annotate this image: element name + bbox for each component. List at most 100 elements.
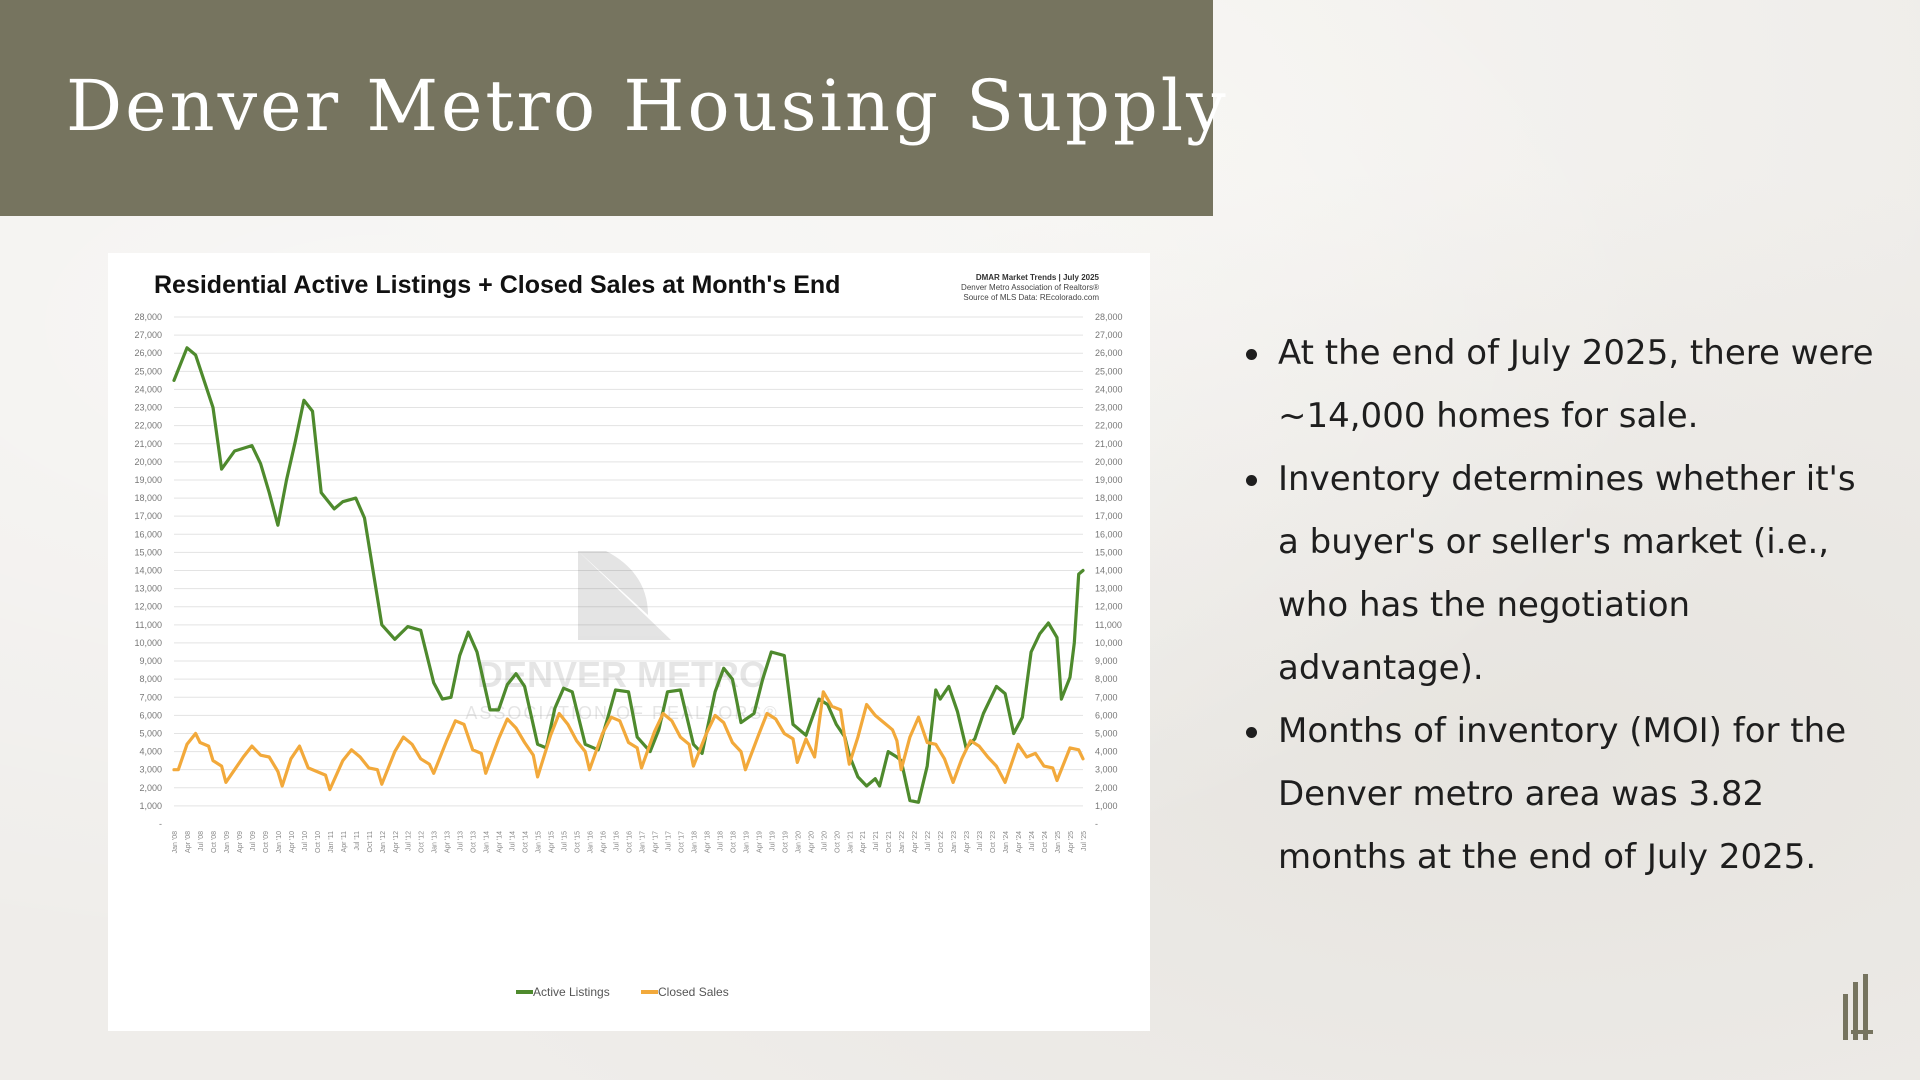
bullet-text: Inventory determines whether it's a buye… (1278, 459, 1856, 688)
x-tick-label: Jan '21 (847, 831, 854, 853)
x-tick-label: Apr '24 (1016, 831, 1023, 853)
x-tick-label: Jul '08 (198, 831, 205, 851)
x-tick-label: Oct '20 (834, 831, 841, 853)
x-tick-label: Apr '14 (497, 831, 504, 853)
y-tick-label-right: 22,000 (1095, 421, 1123, 431)
series-line-active-listings (172, 346, 1085, 804)
y-tick-label: 28,000 (134, 312, 162, 322)
y-tick-label: 22,000 (134, 421, 162, 431)
x-tick-label: Oct '15 (575, 831, 582, 853)
y-tick-label: 17,000 (134, 511, 162, 521)
watermark-line-2: ASSOCIATION OF REALTORS® (465, 703, 778, 723)
y-tick-label: 24,000 (134, 384, 162, 394)
y-tick-label-right: 4,000 (1095, 747, 1118, 757)
x-tick-label: Apr '22 (912, 831, 919, 853)
x-tick-label: Jan '13 (432, 831, 439, 853)
y-tick-label: 25,000 (134, 366, 162, 376)
x-tick-label: Jan '23 (951, 831, 958, 853)
y-tick-label-right: 16,000 (1095, 529, 1123, 539)
grid-lines (174, 316, 1083, 807)
x-tick-label: Jul '13 (458, 831, 465, 851)
x-tick-label: Oct '21 (886, 831, 893, 853)
x-tick-label: Jul '17 (666, 831, 673, 851)
x-tick-label: Jul '09 (250, 831, 257, 851)
bullet-text: Months of inventory (MOI) for the Denver… (1278, 711, 1847, 877)
x-tick-label: Jul '19 (769, 831, 776, 851)
x-tick-label: Oct '24 (1042, 831, 1049, 853)
y-tick-label-right: 11,000 (1095, 620, 1122, 630)
bullet-dot-icon (1246, 727, 1257, 738)
x-tick-label: Jul '11 (354, 831, 361, 851)
y-tick-label: 1,000 (139, 801, 162, 811)
watermark-line-1: DENVER METRO (477, 654, 767, 695)
y-tick-label-right: 25,000 (1095, 366, 1123, 376)
source-line-3: Source of MLS Data: REcolorado.com (963, 293, 1099, 302)
y-tick-label: 7,000 (139, 692, 162, 702)
x-tick-label: Oct '17 (678, 831, 685, 853)
x-tick-label: Jul '20 (821, 831, 828, 851)
x-tick-label: Oct '16 (627, 831, 634, 853)
y-tick-label-right: 18,000 (1095, 493, 1123, 503)
y-tick-label-right: 28,000 (1095, 312, 1123, 322)
x-tick-label: Jan '08 (172, 831, 179, 853)
bullet-list: At the end of July 2025, there were ~14,… (1244, 322, 1884, 889)
bullet-dot-icon (1246, 475, 1257, 486)
y-tick-label-right: 20,000 (1095, 457, 1123, 467)
source-line-2: Denver Metro Association of Realtors® (961, 283, 1099, 292)
x-tick-label: Apr '25 (1068, 831, 1075, 853)
y-tick-label-right: 1,000 (1095, 801, 1118, 811)
title-band: Denver Metro Housing Supply (0, 0, 1226, 216)
y-tick-label-right: 5,000 (1095, 728, 1118, 738)
x-tick-label: Oct '09 (263, 831, 270, 853)
y-tick-label-right: 8,000 (1095, 674, 1118, 684)
x-tick-label: Apr '16 (601, 831, 608, 853)
y-tick-label-right: 6,000 (1095, 710, 1118, 720)
y-tick-label: 16,000 (134, 529, 162, 539)
x-tick-label: Apr '21 (860, 831, 867, 853)
y-tick-label-right: 13,000 (1095, 584, 1123, 594)
y-tick-label: 21,000 (134, 439, 162, 449)
x-tick-label: Jan '10 (276, 831, 283, 853)
y-tick-label: 9,000 (139, 656, 162, 666)
x-tick-label: Oct '14 (523, 831, 530, 853)
source-line-1: DMAR Market Trends | July 2025 (976, 273, 1100, 282)
y-tick-label-right: 2,000 (1095, 783, 1118, 793)
bullet-item: Months of inventory (MOI) for the Denver… (1244, 700, 1884, 889)
x-tick-label: Apr '17 (653, 831, 660, 853)
x-tick-label: Apr '20 (808, 831, 815, 853)
bullet-item: At the end of July 2025, there were ~14,… (1244, 322, 1884, 448)
x-tick-label: Apr '15 (549, 831, 556, 853)
y-tick-label: - (159, 819, 162, 829)
y-tick-label: 11,000 (135, 620, 162, 630)
line-chart: DENVER METRO ASSOCIATION OF REALTORS® Re… (134, 271, 1123, 999)
x-tick-label: Jan '25 (1055, 831, 1062, 853)
y-tick-label-right: 3,000 (1095, 765, 1118, 775)
x-tick-label: Jan '18 (691, 831, 698, 853)
y-tick-label-right: 17,000 (1095, 511, 1123, 521)
chart-title: Residential Active Listings + Closed Sal… (154, 271, 840, 299)
x-tick-label: Jan '14 (484, 831, 491, 853)
x-tick-label: Jul '25 (1081, 831, 1088, 851)
series-line-closed-sales (172, 690, 1085, 792)
x-tick-label: Apr '18 (704, 831, 711, 853)
x-tick-label: Jul '16 (614, 831, 621, 851)
x-tick-label: Jul '18 (717, 831, 724, 851)
y-tick-label-right: 27,000 (1095, 330, 1123, 340)
series-lines (172, 346, 1085, 804)
x-tick-label: Oct '11 (367, 831, 374, 853)
y-tick-label-right: 19,000 (1095, 475, 1123, 485)
x-tick-label: Apr '10 (289, 831, 296, 853)
bullet-text: At the end of July 2025, there were ~14,… (1278, 333, 1874, 436)
y-tick-label: 19,000 (134, 475, 162, 485)
y-tick-label-right: 23,000 (1095, 403, 1123, 413)
x-tick-label: Jul '10 (302, 831, 309, 851)
y-tick-label: 2,000 (139, 783, 162, 793)
y-tick-label-right: 24,000 (1095, 384, 1123, 394)
x-tick-label: Jul '14 (510, 831, 517, 851)
slide-title: Denver Metro Housing Supply (66, 65, 1229, 147)
x-tick-label: Jul '24 (1029, 831, 1036, 851)
y-tick-label: 15,000 (134, 547, 162, 557)
bullet-item: Inventory determines whether it's a buye… (1244, 448, 1884, 700)
x-tick-label: Apr '12 (393, 831, 400, 853)
y-tick-label: 12,000 (134, 602, 162, 612)
